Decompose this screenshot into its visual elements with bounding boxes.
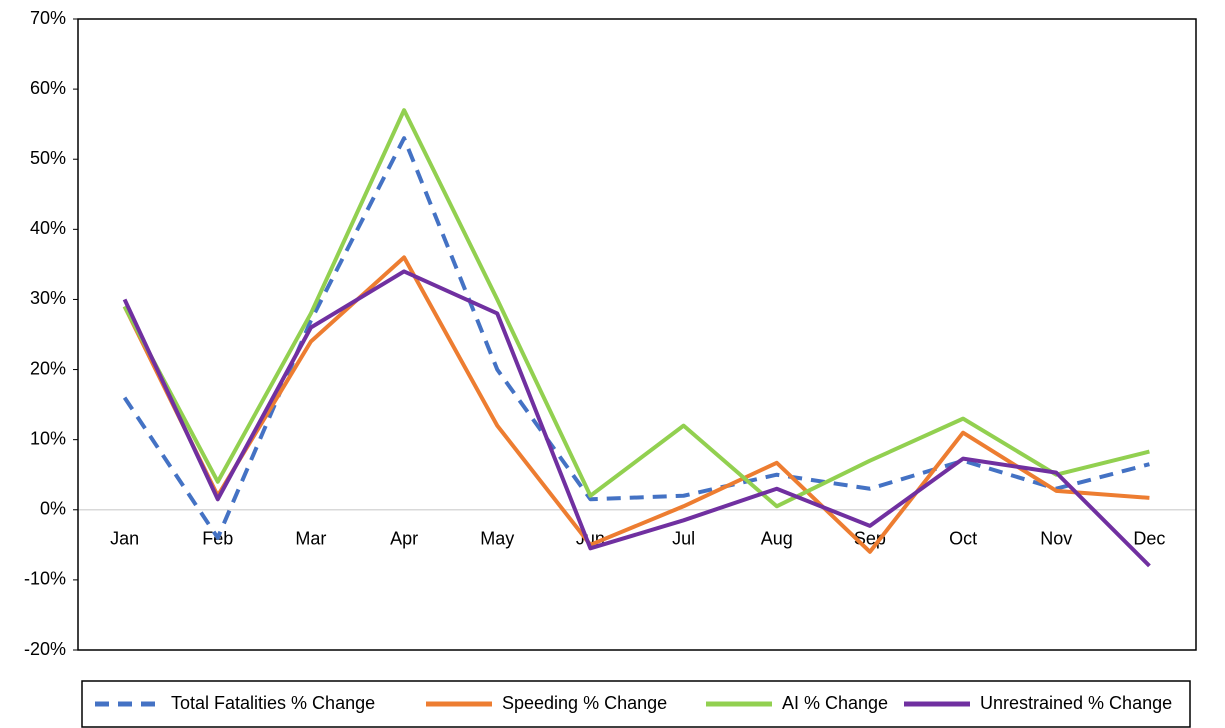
legend-label: Unrestrained % Change <box>980 693 1172 713</box>
x-tick-label: May <box>480 529 514 549</box>
x-tick-label: Apr <box>390 529 418 549</box>
x-tick-label: Nov <box>1040 529 1072 549</box>
y-tick-label: 70% <box>30 8 66 28</box>
data-line <box>122 108 1150 509</box>
x-tick-label: Aug <box>761 529 793 549</box>
y-tick-label: 20% <box>30 358 66 378</box>
y-tick-label: 50% <box>30 148 66 168</box>
x-tick-label: Jul <box>672 529 695 549</box>
y-tick-label: -10% <box>24 569 66 589</box>
y-tick-label: 60% <box>30 78 66 98</box>
legend-box <box>81 680 1191 728</box>
data-line <box>122 255 1150 554</box>
data-line <box>122 269 1151 568</box>
legend-label: Speeding % Change <box>502 693 667 713</box>
x-tick-label: Oct <box>949 529 977 549</box>
legend-label: AI % Change <box>782 693 888 713</box>
x-tick-label: Mar <box>295 529 326 549</box>
legend-label: Total Fatalities % Change <box>171 693 375 713</box>
data-line <box>122 136 1150 540</box>
y-tick-label: -20% <box>24 639 66 659</box>
y-tick-label: 40% <box>30 218 66 238</box>
y-tick-label: 10% <box>30 428 66 448</box>
x-tick-label: Jan <box>110 529 139 549</box>
y-tick-label: 30% <box>30 288 66 308</box>
plot-border <box>77 18 1197 651</box>
y-tick-label: 0% <box>40 499 66 519</box>
x-tick-label: Dec <box>1133 529 1165 549</box>
